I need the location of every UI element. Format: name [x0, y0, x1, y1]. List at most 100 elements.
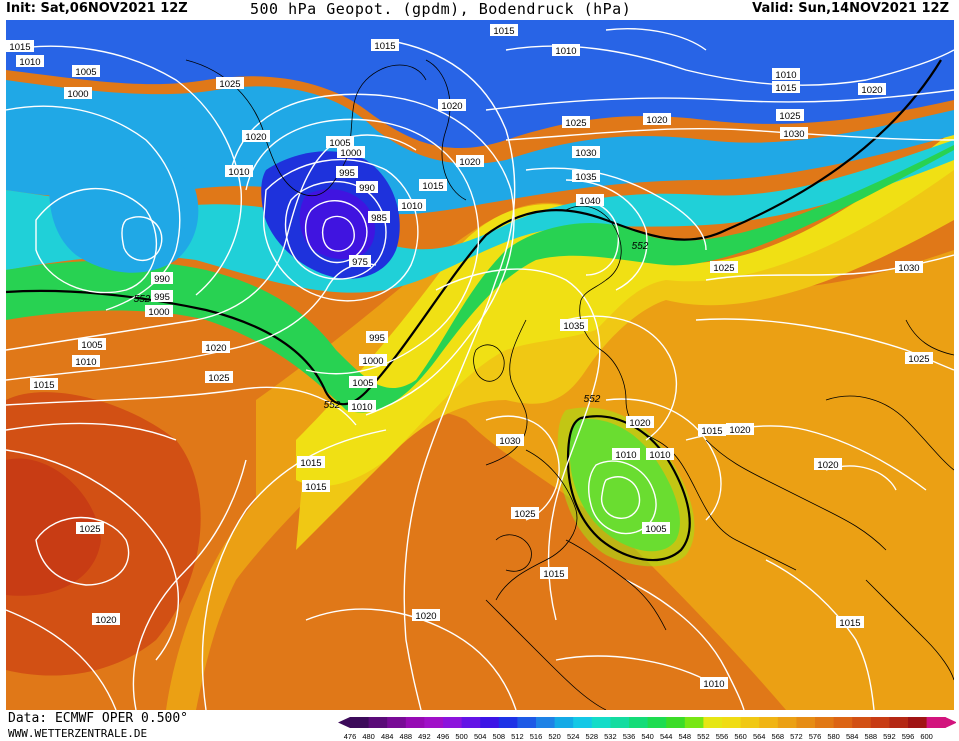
svg-text:1030: 1030 [499, 436, 520, 447]
legend-swatch-9 [517, 717, 537, 728]
legend-swatch-21 [740, 717, 760, 728]
svg-text:1015: 1015 [374, 41, 395, 52]
svg-text:1025: 1025 [908, 354, 929, 365]
legend-label-19: 552 [697, 732, 710, 741]
pressure-label-p55: 1015 [698, 424, 726, 437]
legend-swatch-26 [833, 717, 853, 728]
pressure-label-p53: 1025 [905, 352, 933, 365]
legend-label-4: 492 [418, 732, 431, 741]
svg-text:1025: 1025 [79, 524, 100, 535]
legend-label-13: 528 [586, 732, 599, 741]
svg-text:1020: 1020 [629, 418, 650, 429]
svg-text:1010: 1010 [615, 450, 636, 461]
legend-swatch-0 [350, 717, 370, 728]
legend-label-12: 524 [567, 732, 580, 741]
pressure-label-p62: 1020 [412, 609, 440, 622]
pressure-label-p14: 995 [336, 166, 358, 179]
svg-text:1040: 1040 [579, 196, 600, 207]
svg-text:1000: 1000 [362, 356, 383, 367]
svg-text:1020: 1020 [205, 343, 226, 354]
legend-swatch-25 [815, 717, 835, 728]
svg-text:1020: 1020 [415, 611, 436, 622]
pressure-label-p31: 1025 [776, 109, 804, 122]
legend-swatch-8 [498, 717, 518, 728]
svg-text:1010: 1010 [649, 450, 670, 461]
legend-label-26: 580 [827, 732, 840, 741]
svg-text:1020: 1020 [817, 460, 838, 471]
pressure-label-p7: 1015 [490, 24, 518, 37]
legend-label-22: 564 [753, 732, 766, 741]
legend-swatch-23 [777, 717, 797, 728]
pressure-label-p11: 1020 [438, 99, 466, 112]
geopotential-label-g1: 552 [134, 294, 151, 305]
svg-text:990: 990 [154, 274, 170, 285]
pressure-label-p52: 1030 [895, 261, 923, 274]
pressure-label-p19: 1010 [398, 199, 426, 212]
header-bar: Init: Sat,06NOV2021 12Z 500 hPa Geopot. … [0, 0, 959, 20]
legend-label-0: 476 [344, 732, 357, 741]
legend-label-21: 560 [734, 732, 747, 741]
svg-text:1025: 1025 [713, 263, 734, 274]
pressure-label-p24: 1030 [572, 146, 600, 159]
svg-text:1015: 1015 [305, 482, 326, 493]
legend-label-3: 488 [400, 732, 413, 741]
legend-swatch-29 [889, 717, 909, 728]
pressure-label-p46: 1015 [302, 480, 330, 493]
field-purple-low-core [299, 189, 375, 260]
pressure-label-p43: 1005 [349, 376, 377, 389]
geopotential-552-contour [6, 59, 942, 406]
pressure-label-p9: 1020 [242, 130, 270, 143]
legend-label-16: 540 [641, 732, 654, 741]
website-label: WWW.WETTERZENTRALE.DE [8, 727, 148, 740]
legend-label-7: 504 [474, 732, 487, 741]
legend-swatch-10 [536, 717, 556, 728]
pressure-label-p26: 1040 [576, 194, 604, 207]
legend-label-17: 544 [660, 732, 673, 741]
pressure-label-p54: 1020 [626, 416, 654, 429]
svg-text:985: 985 [371, 213, 387, 224]
legend-label-1: 480 [362, 732, 375, 741]
legend-swatch-22 [759, 717, 779, 728]
legend-swatch-12 [573, 717, 593, 728]
valid-time-label: Valid: Sun,14NOV2021 12Z [752, 1, 949, 16]
pressure-label-p58: 1010 [612, 448, 640, 461]
svg-text:1005: 1005 [75, 67, 96, 78]
svg-text:1000: 1000 [148, 307, 169, 318]
legend-labels: 476 480 484 488 492 496 500 504 508 512 516 520 524 5… [344, 732, 933, 741]
pressure-label-p15: 990 [356, 181, 378, 194]
svg-text:1010: 1010 [555, 46, 576, 57]
svg-text:1020: 1020 [441, 101, 462, 112]
pressure-label-p47: 1025 [76, 522, 104, 535]
legend-swatch-11 [554, 717, 574, 728]
svg-text:1010: 1010 [228, 167, 249, 178]
legend-label-15: 536 [623, 732, 636, 741]
geopotential-labels: 552 552 552 552 [134, 241, 649, 411]
pressure-label-p42: 1000 [359, 354, 387, 367]
pressure-label-p4: 1000 [64, 87, 92, 100]
legend-arrow-high [945, 717, 956, 728]
field-blue-west-low [49, 136, 199, 273]
legend-label-24: 572 [790, 732, 803, 741]
field-light-blue [6, 80, 954, 215]
legend-swatches [338, 717, 956, 728]
footer-bar: Data: ECMWF OPER 0.500° WWW.WETTERZENTRA… [0, 710, 959, 741]
svg-text:1020: 1020 [459, 157, 480, 168]
svg-text:1010: 1010 [401, 201, 422, 212]
pressure-label-p3: 1005 [72, 65, 100, 78]
pressure-label-p10: 1010 [225, 165, 253, 178]
svg-text:1030: 1030 [575, 148, 596, 159]
svg-text:1005: 1005 [81, 340, 102, 351]
map-title: 500 hPa Geopot. (gpdm), Bodendruck (hPa) [250, 0, 632, 18]
legend-label-28: 588 [865, 732, 878, 741]
legend-swatch-28 [870, 717, 890, 728]
svg-text:1035: 1035 [575, 172, 596, 183]
legend-swatch-2 [387, 717, 407, 728]
pressure-label-p18: 1015 [419, 179, 447, 192]
svg-text:1015: 1015 [493, 26, 514, 37]
legend-swatch-7 [480, 717, 500, 728]
legend-swatch-31 [926, 717, 946, 728]
svg-text:1030: 1030 [898, 263, 919, 274]
svg-text:1010: 1010 [775, 70, 796, 81]
legend-swatch-4 [424, 717, 444, 728]
pressure-label-p56: 1020 [726, 423, 754, 436]
